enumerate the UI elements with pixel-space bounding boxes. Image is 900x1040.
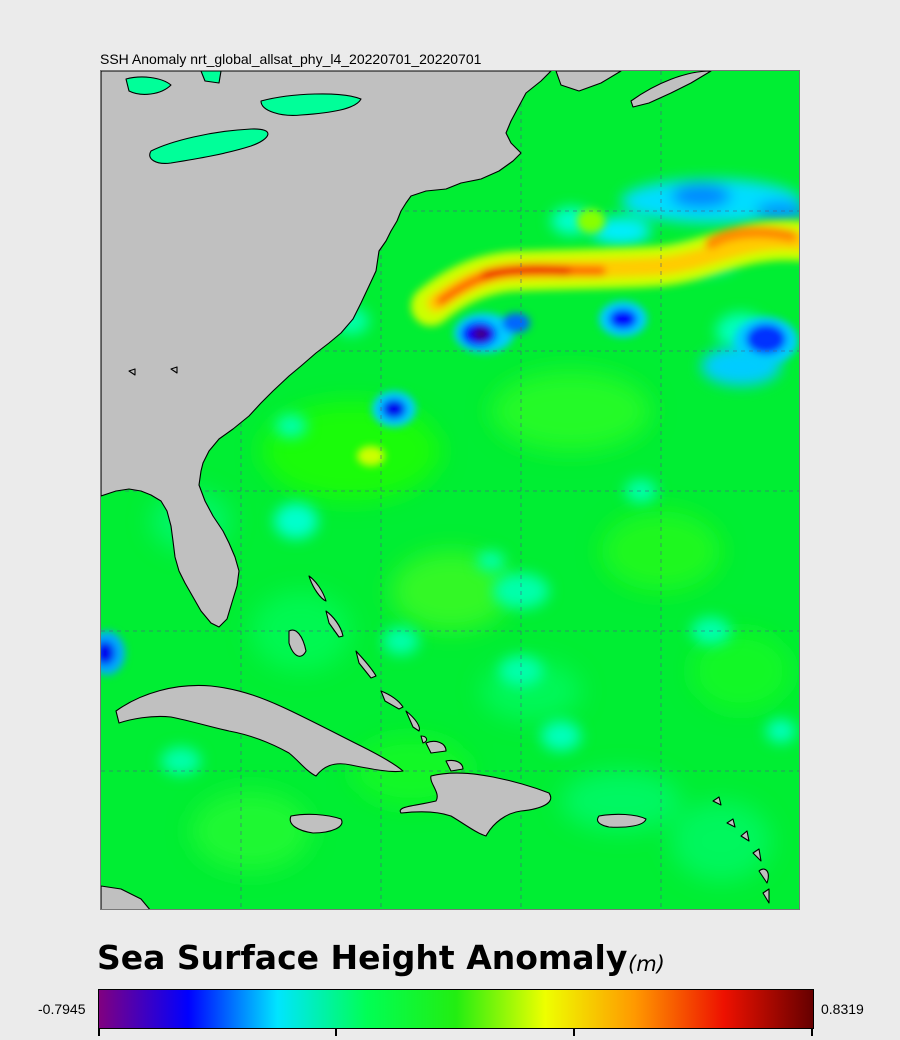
gulf-stream-warm-band bbox=[357, 209, 799, 466]
colorbar-min-label: -0.7945 bbox=[38, 1001, 86, 1017]
south-america-coast bbox=[101, 885, 151, 909]
colorbar-tick bbox=[98, 1028, 100, 1036]
cuba bbox=[115, 684, 404, 777]
hispaniola bbox=[399, 772, 552, 837]
jamaica bbox=[289, 813, 343, 834]
nova-scotia bbox=[630, 71, 712, 108]
legend-title: Sea Surface Height Anomaly bbox=[97, 938, 628, 977]
puerto-rico bbox=[596, 813, 647, 828]
map-title: SSH Anomaly nrt_global_allsat_phy_l4_202… bbox=[100, 51, 482, 67]
ssh-anomaly-map[interactable] bbox=[100, 70, 800, 910]
colorbar-tick bbox=[335, 1028, 337, 1036]
map-canvas bbox=[101, 71, 799, 909]
bahamas-andros bbox=[288, 629, 307, 657]
legend-unit: (m) bbox=[628, 952, 665, 976]
colorbar-tick bbox=[811, 1028, 813, 1036]
colorbar-max-label: 0.8319 bbox=[821, 1001, 864, 1017]
landmasses bbox=[101, 71, 770, 909]
colorbar-tick bbox=[573, 1028, 575, 1036]
north-america-mainland bbox=[101, 71, 552, 628]
cold-eddies bbox=[101, 301, 798, 675]
colorbar bbox=[98, 989, 814, 1029]
